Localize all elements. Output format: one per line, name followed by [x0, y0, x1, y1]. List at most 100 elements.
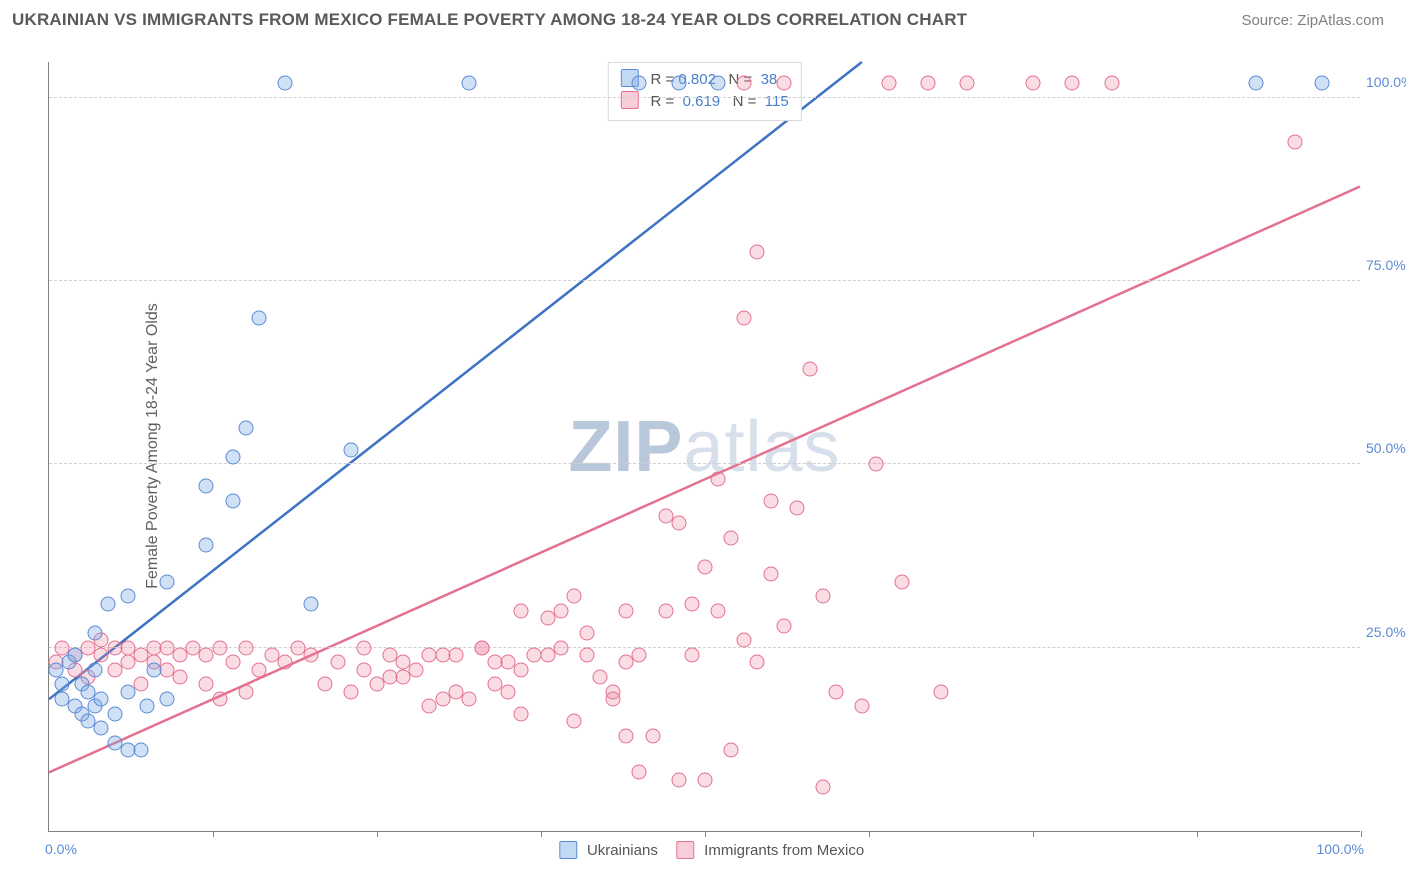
point-series-b — [238, 684, 253, 699]
point-series-b — [448, 648, 463, 663]
plot-area: ZIPatlas R = 0.802 N = 38 R = 0.619 N = … — [48, 62, 1360, 832]
point-series-a — [94, 721, 109, 736]
point-series-b — [737, 310, 752, 325]
point-series-a — [68, 648, 83, 663]
point-series-b — [514, 706, 529, 721]
y-tick-label: 100.0% — [1366, 74, 1406, 90]
point-series-b — [763, 494, 778, 509]
point-series-b — [698, 560, 713, 575]
point-series-b — [750, 655, 765, 670]
legend-label-b: Immigrants from Mexico — [704, 842, 864, 859]
point-series-b — [724, 530, 739, 545]
point-series-b — [396, 670, 411, 685]
y-tick-label: 50.0% — [1366, 440, 1406, 456]
point-series-a — [238, 420, 253, 435]
point-series-b — [684, 596, 699, 611]
x-tick-mark — [1033, 831, 1034, 837]
point-series-b — [619, 728, 634, 743]
x-tick-mark — [705, 831, 706, 837]
gridline — [49, 97, 1360, 98]
point-series-b — [579, 626, 594, 641]
y-tick-label: 25.0% — [1366, 624, 1406, 640]
legend-swatch-b-icon — [676, 841, 694, 859]
point-series-b — [776, 618, 791, 633]
point-series-a — [225, 494, 240, 509]
x-tick-mark — [1361, 831, 1362, 837]
point-series-b — [199, 677, 214, 692]
point-series-a — [225, 450, 240, 465]
point-series-a — [133, 743, 148, 758]
x-tick-mark — [869, 831, 870, 837]
point-series-b — [212, 640, 227, 655]
chart-title: UKRAINIAN VS IMMIGRANTS FROM MEXICO FEMA… — [12, 10, 967, 30]
legend-label-a: Ukrainians — [587, 842, 658, 859]
point-series-b — [894, 574, 909, 589]
stat-r-b: 0.619 — [683, 93, 721, 110]
point-series-b — [317, 677, 332, 692]
point-series-a — [343, 442, 358, 457]
point-series-b — [514, 604, 529, 619]
point-series-b — [737, 76, 752, 91]
point-series-b — [566, 589, 581, 604]
point-series-a — [120, 589, 135, 604]
x-tick-mark — [1197, 831, 1198, 837]
point-series-a — [251, 310, 266, 325]
x-tick-mark — [377, 831, 378, 837]
point-series-b — [579, 648, 594, 663]
gridline — [49, 280, 1360, 281]
point-series-b — [422, 699, 437, 714]
point-series-b — [960, 76, 975, 91]
point-series-a — [461, 76, 476, 91]
point-series-b — [724, 743, 739, 758]
point-series-b — [711, 604, 726, 619]
point-series-b — [343, 684, 358, 699]
x-tick-max: 100.0% — [1317, 841, 1364, 857]
point-series-b — [658, 604, 673, 619]
point-series-b — [645, 728, 660, 743]
point-series-b — [435, 692, 450, 707]
point-series-b — [1288, 134, 1303, 149]
point-series-b — [238, 640, 253, 655]
point-series-b — [212, 692, 227, 707]
point-series-b — [409, 662, 424, 677]
point-series-b — [619, 604, 634, 619]
swatch-b-icon — [620, 91, 638, 109]
point-series-b — [671, 516, 686, 531]
point-series-b — [593, 670, 608, 685]
point-series-b — [330, 655, 345, 670]
point-series-a — [101, 596, 116, 611]
point-series-b — [632, 765, 647, 780]
x-legend: Ukrainians Immigrants from Mexico — [545, 841, 864, 859]
point-series-b — [278, 655, 293, 670]
point-series-b — [763, 567, 778, 582]
point-series-b — [632, 648, 647, 663]
point-series-b — [251, 662, 266, 677]
point-series-b — [868, 457, 883, 472]
point-series-b — [461, 692, 476, 707]
point-series-b — [921, 76, 936, 91]
stats-box: R = 0.802 N = 38 R = 0.619 N = 115 — [607, 62, 801, 121]
point-series-a — [199, 479, 214, 494]
point-series-b — [816, 780, 831, 795]
point-series-b — [553, 640, 568, 655]
x-tick-min: 0.0% — [45, 841, 77, 857]
point-series-b — [881, 76, 896, 91]
point-series-b — [698, 772, 713, 787]
point-series-b — [802, 362, 817, 377]
point-series-a — [671, 76, 686, 91]
point-series-b — [514, 662, 529, 677]
point-series-a — [632, 76, 647, 91]
point-series-b — [383, 670, 398, 685]
point-series-b — [816, 589, 831, 604]
point-series-a — [120, 684, 135, 699]
point-series-b — [1026, 76, 1041, 91]
point-series-a — [1314, 76, 1329, 91]
point-series-b — [711, 472, 726, 487]
point-series-b — [553, 604, 568, 619]
point-series-a — [1249, 76, 1264, 91]
point-series-b — [488, 655, 503, 670]
point-series-b — [501, 684, 516, 699]
point-series-a — [94, 692, 109, 707]
point-series-b — [606, 684, 621, 699]
point-series-b — [1065, 76, 1080, 91]
